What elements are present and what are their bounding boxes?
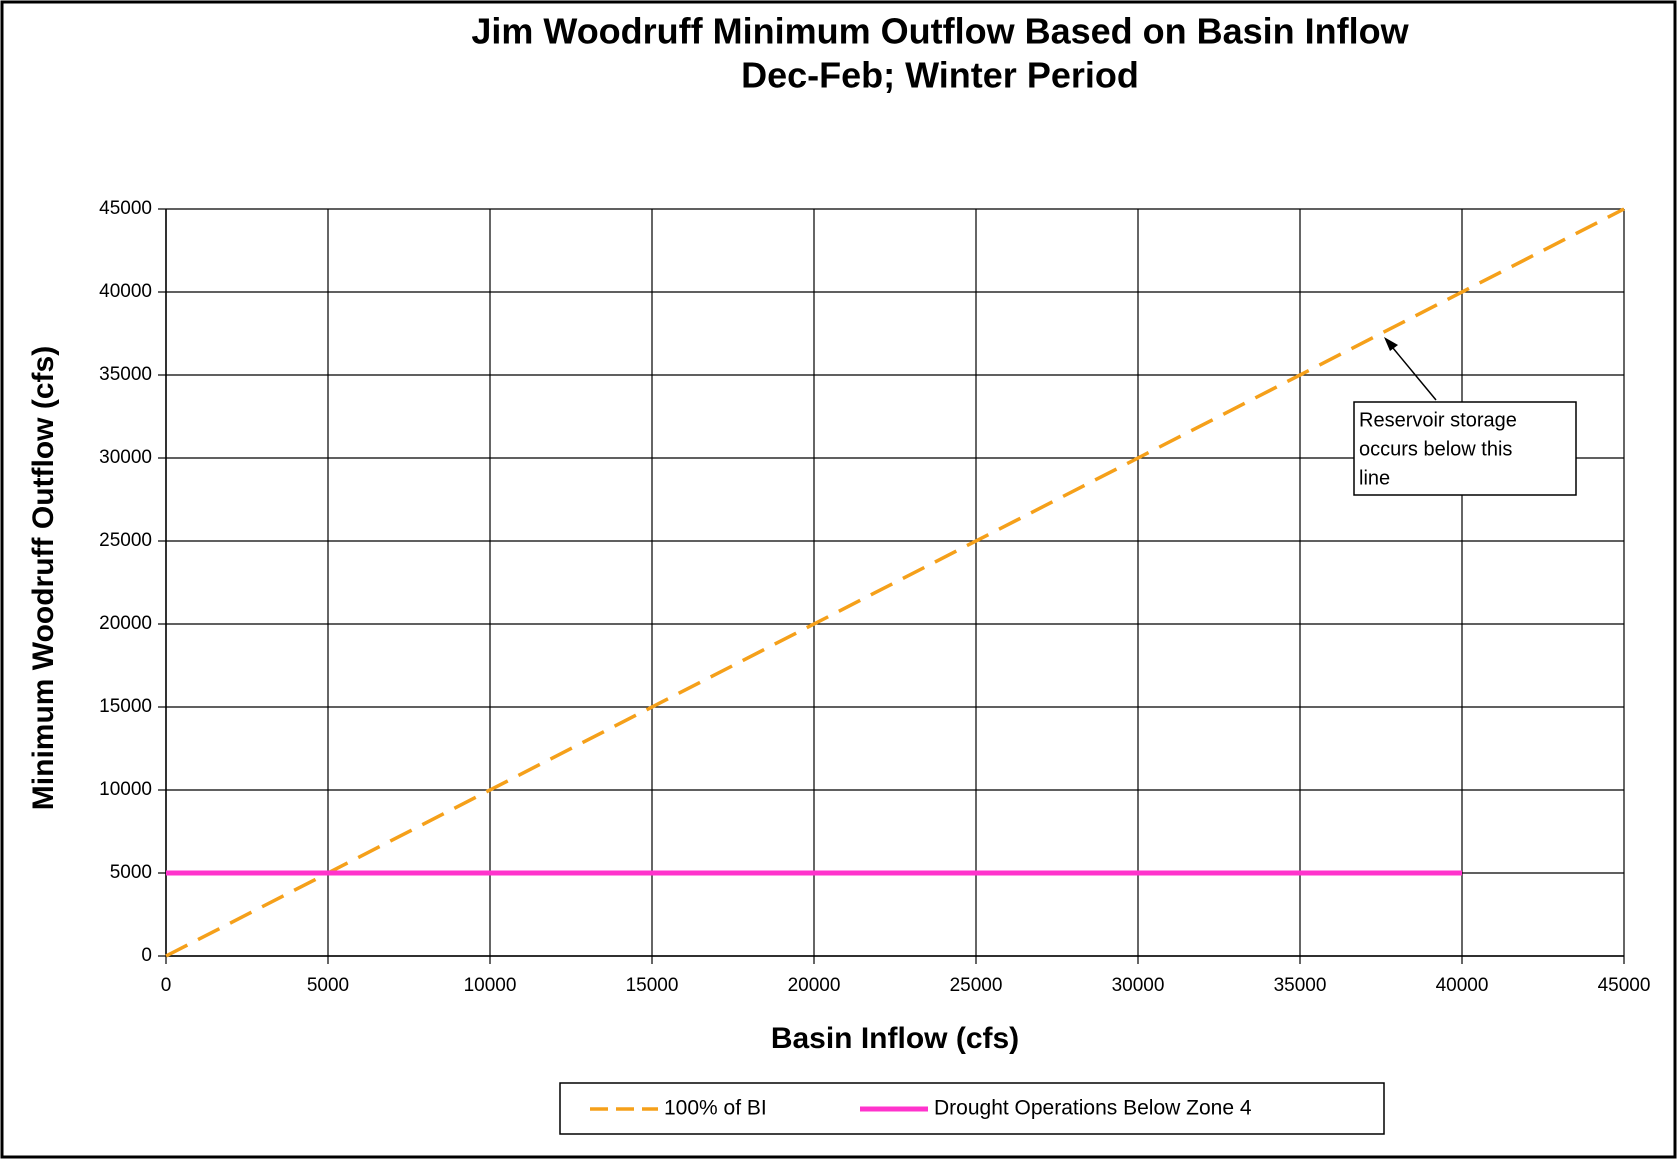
legend-label: Drought Operations Below Zone 4: [934, 1097, 1252, 1120]
x-tick-label: 15000: [626, 975, 679, 996]
x-tick-label: 5000: [307, 975, 349, 996]
y-tick-label: 45000: [99, 198, 152, 219]
x-tick-label: 30000: [1112, 975, 1165, 996]
y-tick-label: 0: [141, 945, 152, 966]
x-tick-label: 20000: [788, 975, 841, 996]
x-tick-label: 25000: [950, 975, 1003, 996]
annotation-text: Reservoir storage: [1359, 409, 1517, 431]
x-tick-label: 45000: [1598, 975, 1651, 996]
y-tick-label: 15000: [99, 696, 152, 717]
legend-label: 100% of BI: [664, 1097, 767, 1120]
x-tick-label: 40000: [1436, 975, 1489, 996]
y-axis-label: Minimum Woodruff Outflow (cfs): [27, 346, 60, 810]
y-tick-label: 35000: [99, 364, 152, 385]
annotation-box: [1353, 401, 1577, 496]
legend-box: [559, 1082, 1385, 1135]
y-tick-label: 20000: [99, 613, 152, 634]
y-tick-label: 10000: [99, 779, 152, 800]
x-tick-label: 35000: [1274, 975, 1327, 996]
y-tick-label: 40000: [99, 281, 152, 302]
annotation-arrow: [1387, 341, 1437, 401]
y-tick-label: 25000: [99, 530, 152, 551]
arrow-head: [1384, 337, 1398, 351]
x-tick-label: 10000: [464, 975, 517, 996]
y-tick-label: 5000: [110, 862, 152, 883]
annotation-text: line: [1359, 467, 1390, 489]
y-tick-label: 30000: [99, 447, 152, 468]
x-tick-label: 0: [161, 975, 172, 996]
chart-title: Jim Woodruff Minimum Outflow Based on Ba…: [471, 11, 1409, 52]
x-axis-label: Basin Inflow (cfs): [771, 1022, 1019, 1055]
plot-area: [166, 209, 1624, 956]
chart-subtitle: Dec-Feb; Winter Period: [741, 55, 1139, 96]
series-line: [165, 207, 1625, 958]
annotation-text: occurs below this: [1359, 438, 1512, 460]
